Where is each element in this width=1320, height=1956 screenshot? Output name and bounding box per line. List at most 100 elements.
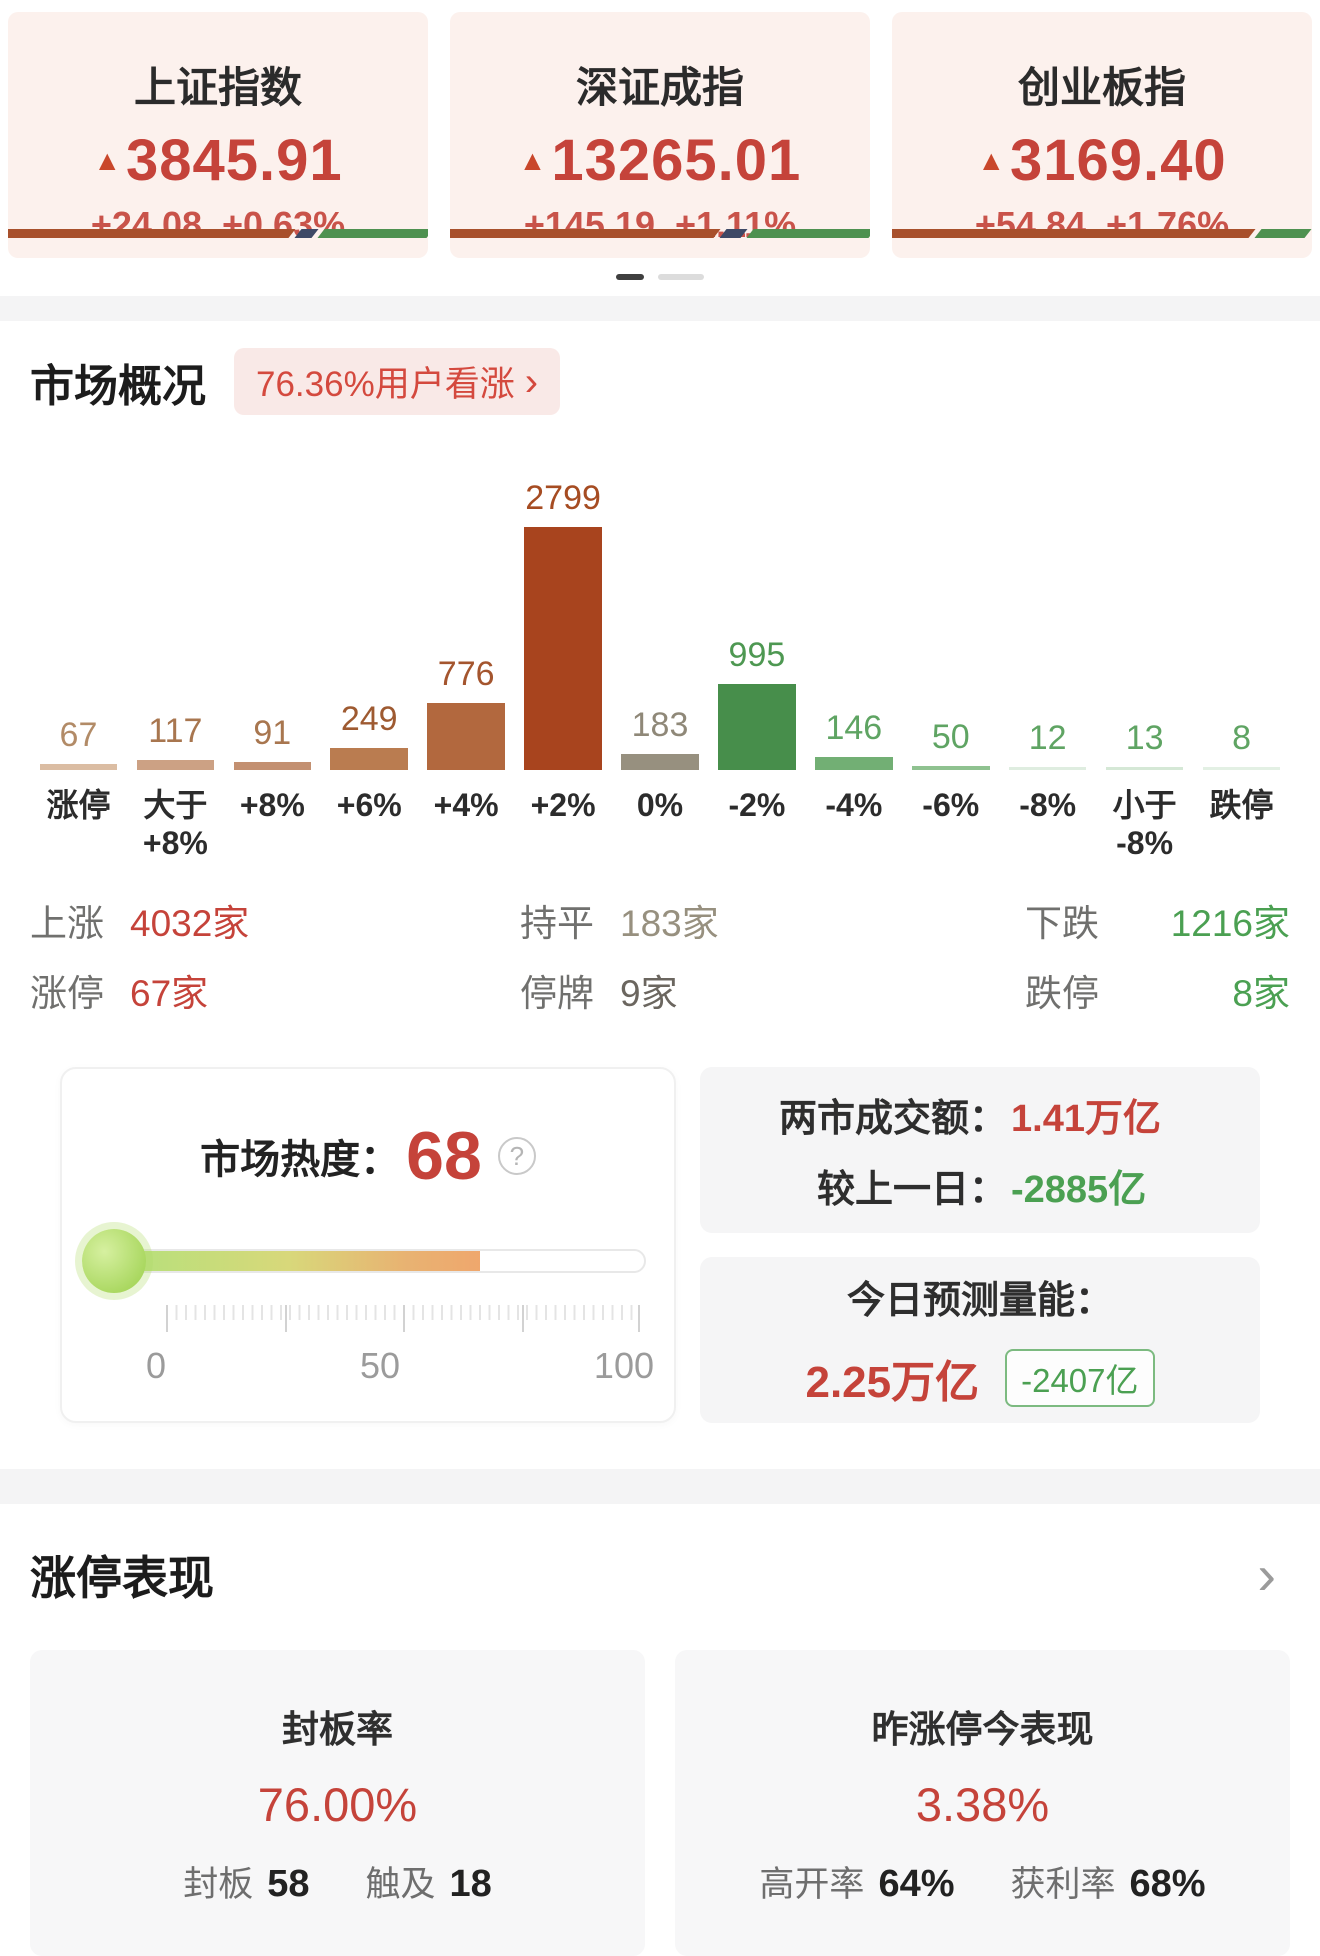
overview-header: 市场概况 76.36%用户看涨 › [30, 348, 1290, 415]
index-value: 13265.01 [551, 128, 802, 193]
section-title: 涨停表现 [30, 1551, 214, 1604]
summary-value: 8家 [1232, 972, 1290, 1014]
bar-column: 2799 [515, 479, 612, 770]
bar-value-label: 183 [631, 706, 689, 744]
bar-category-label: -4% [825, 787, 883, 823]
breadth-segment-down [746, 229, 870, 238]
turnover-change-label: 较上一日： [816, 1168, 1007, 1211]
summary-label: 持平 [520, 902, 594, 944]
bar [1105, 767, 1184, 770]
bar-value-label: 91 [253, 714, 292, 752]
summary-value: 1216家 [1170, 902, 1290, 944]
bar-column: 146 [805, 709, 902, 770]
bar [233, 762, 312, 770]
section-title: 市场概况 [30, 361, 206, 411]
heat-label: 市场热度： [200, 1137, 401, 1182]
sentiment-badge[interactable]: 76.36%用户看涨 › [234, 348, 561, 415]
card-stats: 高开率 64% 获利率 68% [759, 1856, 1205, 1907]
bar [1202, 767, 1281, 770]
heat-thermometer [82, 1228, 646, 1293]
bar-column: 13 [1096, 719, 1193, 770]
bar [621, 754, 699, 770]
summary-cell-unchanged: 持平 183家 [415, 893, 905, 947]
summary-value: 4032家 [130, 902, 250, 944]
help-icon[interactable]: ? [497, 1136, 536, 1175]
index-name: 创业板指 [1017, 64, 1186, 111]
index-card-shanghai[interactable]: 上证指数 ▲3845.91 +24.08 +0.63% [8, 12, 428, 258]
bar-column: 995 [708, 636, 805, 770]
yesterday-limit-up-card: 昨涨停今表现 3.38% 高开率 64% 获利率 68% [675, 1649, 1290, 1956]
summary-row: 上涨 4032家 持平 183家 下跌 1216家 [30, 893, 1290, 947]
section-separator [0, 296, 1320, 321]
index-change-row: +24.08 +0.63% [8, 204, 428, 246]
breadth-segment-flat [719, 229, 748, 238]
market-heat-card: 市场热度： 68 ? 0 50 100 [60, 1066, 676, 1423]
summary-label: 上涨 [30, 902, 104, 944]
card-title: 昨涨停今表现 [871, 1708, 1094, 1750]
bar-category-label: 跌停 [1209, 787, 1274, 823]
summary-value: 67家 [130, 972, 209, 1014]
up-arrow-icon: ▲ [93, 145, 123, 176]
heat-scale-labels: 0 50 100 [146, 1345, 654, 1387]
scale-tick-50: 50 [359, 1344, 400, 1386]
bar-value-label: 8 [1232, 719, 1251, 757]
summary-value: 9家 [620, 972, 678, 1014]
heat-title-row: 市场热度： 68 ? [62, 1117, 674, 1195]
breadth-bar [892, 229, 1312, 238]
bar-value-label: 12 [1028, 719, 1067, 757]
distribution-chart-categories: 涨停 大于 +8% +8% +6% +4% +2% 0% -2% -4% -6% -8% 小于 -8%… [30, 786, 1290, 863]
bar-category-label: +6% [336, 787, 402, 823]
limit-up-cards: 封板率 76.00% 封板 58 触及 18 昨涨停今表现 3.38% 高开率 … [30, 1649, 1290, 1956]
breadth-bar [8, 229, 428, 238]
stat-value: 58 [267, 1862, 310, 1905]
forecast-value: 2.25万亿 [805, 1358, 980, 1408]
index-change-pct: +1.76% [1106, 204, 1230, 245]
summary-cell-limit-down: 跌停 8家 [905, 963, 1290, 1017]
distribution-bar-chart: 67 117 91 249 776 2799 183 995 146 50 12 13 8 [30, 470, 1290, 770]
index-change-row: +145.19 +1.11% [450, 204, 870, 246]
index-change: +24.08 [90, 204, 202, 245]
limit-up-header[interactable]: 涨停表现 › [30, 1542, 1290, 1608]
summary-cell-decliners: 下跌 1216家 [905, 893, 1290, 947]
bar [39, 764, 118, 770]
thermometer-fill [132, 1250, 481, 1271]
index-name: 深证成指 [575, 64, 744, 111]
summary-value: 183家 [620, 902, 719, 944]
forecast-card: 今日预测量能： 2.25万亿 -2407亿 [700, 1256, 1260, 1423]
stat-value: 68% [1129, 1862, 1206, 1905]
turnover-card: 两市成交额： 1.41万亿 较上一日： -2885亿 [700, 1066, 1260, 1233]
index-card-chinext[interactable]: 创业板指 ▲3169.40 +54.84 +1.76% [892, 12, 1312, 258]
bar-value-label: 776 [437, 655, 495, 693]
carousel-dot[interactable] [658, 274, 704, 280]
bar-column: 91 [224, 714, 321, 770]
carousel-dot-active[interactable] [616, 274, 644, 280]
heat-value: 68 [406, 1117, 482, 1194]
bar-value-label: 50 [931, 718, 970, 756]
summary-label: 跌停 [1025, 972, 1099, 1014]
summary-cell-advancers: 上涨 4032家 [30, 893, 415, 947]
index-change: +145.19 [523, 204, 655, 245]
stat: 触及 18 [366, 1856, 492, 1907]
bar [718, 684, 796, 770]
turnover-change-value: -2885亿 [1011, 1168, 1147, 1211]
breadth-segment-down [1254, 229, 1312, 238]
bar-category-label: 0% [636, 787, 684, 823]
index-value: 3169.40 [1010, 128, 1227, 193]
index-card-shenzhen[interactable]: 深证成指 ▲13265.01 +145.19 +1.11% [450, 12, 870, 258]
up-arrow-icon: ▲ [518, 145, 548, 176]
card-title: 封板率 [282, 1708, 393, 1750]
breadth-segment-up [8, 229, 296, 238]
market-overview-section: 市场概况 76.36%用户看涨 › 67 117 91 249 776 2799 183 99… [0, 348, 1320, 1423]
bar-category-label: 大于 +8% [142, 787, 208, 862]
heat-right-column: 两市成交额： 1.41万亿 较上一日： -2885亿 今日预测量能： 2.25万… [700, 1066, 1260, 1423]
chevron-right-icon: › [1257, 1542, 1276, 1606]
bar [524, 527, 602, 770]
summary-label: 下跌 [1025, 902, 1099, 944]
bar-column: 776 [418, 655, 515, 770]
bar-category-label: +8% [239, 787, 305, 823]
forecast-delta-badge: -2407亿 [1005, 1349, 1155, 1408]
bar-value-label: 13 [1125, 719, 1164, 757]
chevron-right-icon: › [524, 359, 539, 404]
bar-category-label: -8% [1019, 787, 1077, 823]
bar-value-label: 146 [825, 709, 883, 747]
